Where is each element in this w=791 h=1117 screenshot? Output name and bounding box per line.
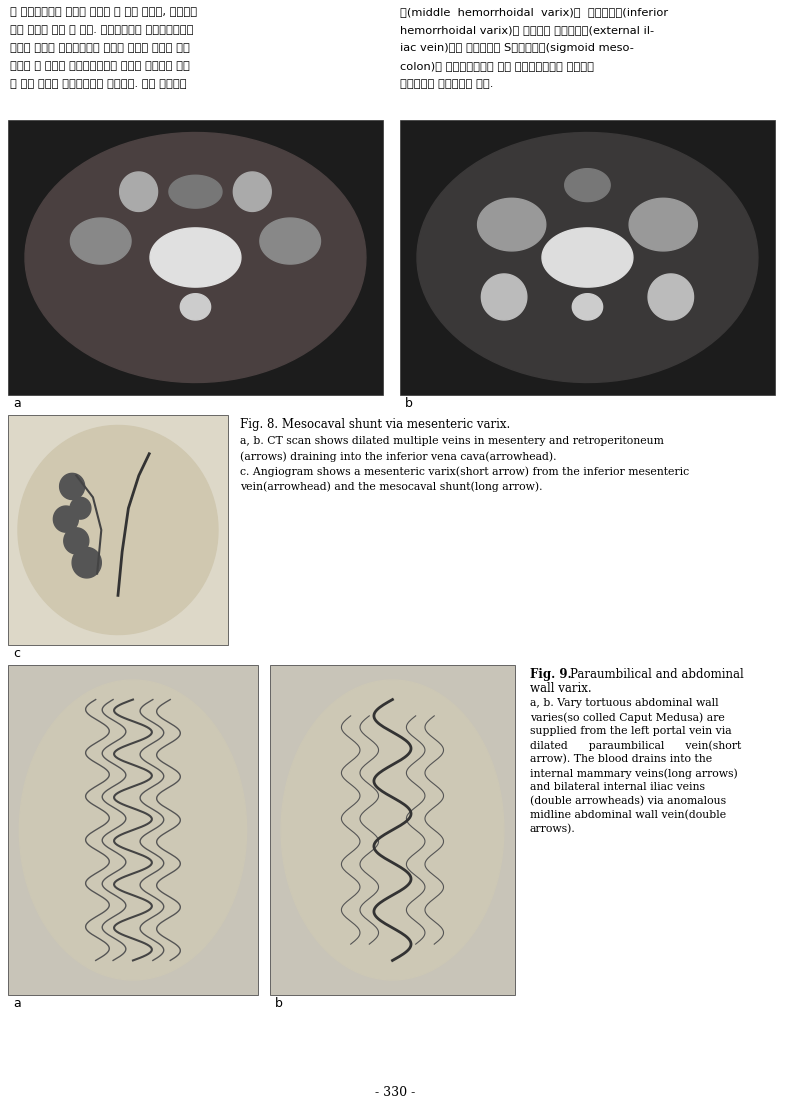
Text: Paraumbilical and abdominal: Paraumbilical and abdominal (570, 668, 744, 681)
Text: 이 경우 혈류는 좌신정맥으로 연결된다. 또한 중치정맥: 이 경우 혈류는 좌신정맥으로 연결된다. 또한 중치정맥 (10, 79, 187, 89)
Text: c. Angiogram shows a mesenteric varix(short arrow) from the inferior mesenteric: c. Angiogram shows a mesenteric varix(sh… (240, 466, 689, 477)
Text: 류(middle  hemorrhoidal  varix)와  하치정맥류(inferior: 류(middle hemorrhoidal varix)와 하치정맥류(infe… (400, 7, 668, 17)
Text: supplied from the left portal vein via: supplied from the left portal vein via (530, 726, 732, 736)
Text: - 330 -: - 330 - (375, 1086, 415, 1099)
Text: iac vein)으로 연결되거나 S상결장간막(sigmoid meso-: iac vein)으로 연결되거나 S상결장간막(sigmoid meso- (400, 42, 634, 52)
Bar (8, 665, 258, 995)
Text: a, b. Vary tortuous abdominal wall: a, b. Vary tortuous abdominal wall (530, 698, 719, 708)
Text: a, b. CT scan shows dilated multiple veins in mesentery and retroperitoneum: a, b. CT scan shows dilated multiple vei… (240, 436, 664, 446)
Text: 하므로 이 정맥과 측부순환경로를 형성할 가능성이 높고: 하므로 이 정맥과 측부순환경로를 형성할 가능성이 높고 (10, 61, 190, 71)
Text: a: a (13, 397, 21, 410)
Text: arrows).: arrows). (530, 824, 576, 834)
Text: and bilateral internal iliac veins: and bilateral internal iliac veins (530, 782, 705, 792)
Text: b: b (405, 397, 413, 410)
Text: vein(arrowhead) and the mesocaval shunt(long arrow).: vein(arrowhead) and the mesocaval shunt(… (240, 481, 543, 491)
Text: hemorrhoidal varix)를 경유하여 외장골정맥(external il-: hemorrhoidal varix)를 경유하여 외장골정맥(external… (400, 25, 654, 35)
Text: Fig. 9.: Fig. 9. (530, 668, 576, 681)
Bar (270, 665, 515, 995)
Text: (arrows) draining into the inferior vena cava(arrowhead).: (arrows) draining into the inferior vena… (240, 451, 557, 461)
Text: internal mammary veins(long arrows): internal mammary veins(long arrows) (530, 768, 738, 779)
Text: (double arrowheads) via anomalous: (double arrowheads) via anomalous (530, 796, 726, 806)
Text: 정맥총으로 연결되기도 한다.: 정맥총으로 연결되기도 한다. (400, 79, 494, 89)
Bar (400, 120, 775, 395)
Text: colon)의 측부순환경로를 통해 후복강정맥류나 척추주위: colon)의 측부순환경로를 통해 후복강정맥류나 척추주위 (400, 61, 594, 71)
Text: Fig. 8. Mesocaval shunt via mesenteric varix.: Fig. 8. Mesocaval shunt via mesenteric v… (240, 418, 510, 431)
Text: b: b (275, 997, 283, 1010)
Text: wall varix.: wall varix. (530, 682, 592, 695)
Text: c: c (13, 647, 20, 660)
Text: varies(so colled Caput Medusa) are: varies(so colled Caput Medusa) are (530, 712, 725, 723)
Text: midline abdominal wall vein(double: midline abdominal wall vein(double (530, 810, 726, 820)
Text: dilated      paraumbilical      vein(short: dilated paraumbilical vein(short (530, 739, 741, 751)
Bar (8, 416, 228, 645)
Text: 후복강 내에서 좌성선정맥과 상당한 거리를 나란히 주행: 후복강 내에서 좌성선정맥과 상당한 거리를 나란히 주행 (10, 42, 190, 52)
Text: 으로 혈류가 흐를 수 있다. 해부학적으로 하장간막정맥은: 으로 혈류가 흐를 수 있다. 해부학적으로 하장간막정맥은 (10, 25, 194, 35)
Bar (8, 120, 383, 395)
Text: a: a (13, 997, 21, 1010)
Text: arrow). The blood drains into the: arrow). The blood drains into the (530, 754, 712, 764)
Text: 과 좌신정맥으로 단락을 형성할 수 있고 기정맥, 반기정맥: 과 좌신정맥으로 단락을 형성할 수 있고 기정맥, 반기정맥 (10, 7, 197, 17)
